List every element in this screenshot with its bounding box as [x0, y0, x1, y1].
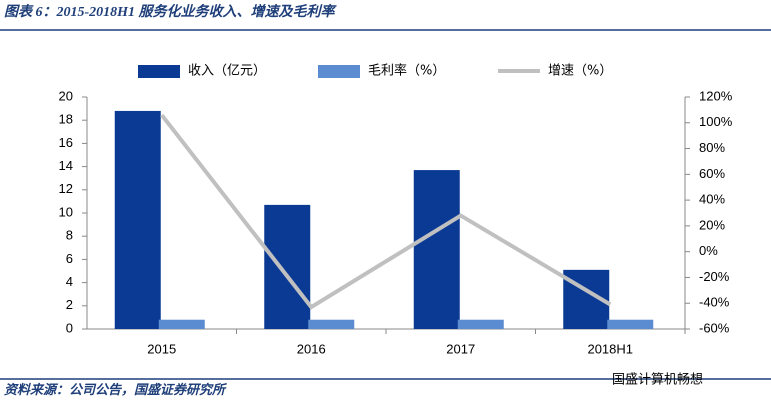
y2-tick-label: -60%	[699, 320, 730, 335]
y2-tick-label: 80%	[699, 140, 725, 155]
bar	[114, 110, 161, 329]
legend-swatch	[138, 65, 180, 78]
y2-tick-label: 120%	[699, 88, 733, 103]
line	[160, 113, 612, 310]
x-tick-label: 2015	[147, 341, 176, 356]
y-tick-label: 0	[66, 320, 73, 335]
y2-tick-label: -40%	[699, 295, 730, 310]
bar	[607, 319, 654, 329]
chart-title: 图表 6：2015-2018H1 服务化业务收入、增速及毛利率	[4, 3, 338, 20]
y-tick-label: 6	[66, 251, 73, 266]
y-tick-label: 8	[66, 228, 73, 243]
source: 资料来源：公司公告，国盛证券研究所	[4, 382, 228, 397]
x-tick-label: 2018H1	[587, 341, 633, 356]
y-tick-label: 2	[66, 297, 73, 312]
legend-swatch	[318, 65, 360, 78]
y-tick-label: 10	[59, 204, 73, 219]
y2-tick-label: 60%	[699, 166, 725, 181]
y-tick-label: 16	[59, 135, 73, 150]
bar	[413, 170, 460, 329]
y2-tick-label: -20%	[699, 269, 730, 284]
y-tick-label: 20	[59, 88, 73, 103]
x-tick-label: 2017	[446, 341, 475, 356]
y-tick-label: 4	[66, 274, 73, 289]
y2-tick-label: 100%	[699, 114, 733, 129]
bar	[457, 319, 504, 329]
y-tick-label: 14	[59, 158, 73, 173]
x-tick-label: 2016	[297, 341, 326, 356]
y2-tick-label: 40%	[699, 192, 725, 207]
bar	[158, 319, 205, 329]
y-tick-label: 12	[59, 181, 73, 196]
legend-label: 收入（亿元）	[188, 64, 266, 79]
y2-tick-label: 20%	[699, 217, 725, 232]
y2-tick-label: 0%	[699, 243, 718, 258]
legend-label: 毛利率（%）	[368, 63, 445, 79]
bar	[264, 204, 311, 329]
y-tick-label: 18	[59, 112, 73, 127]
bar	[308, 319, 355, 329]
legend-label: 增速（%）	[548, 64, 612, 79]
watermark: 国盛计算机畅想	[612, 372, 703, 388]
